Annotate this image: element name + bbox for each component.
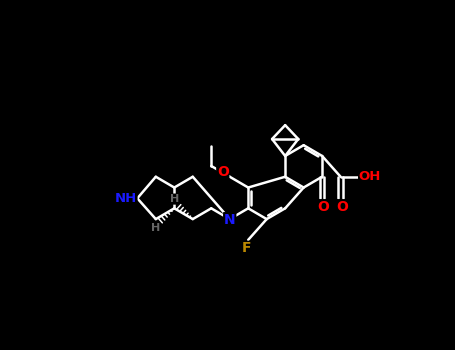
Text: N: N	[224, 213, 236, 227]
Text: H: H	[151, 223, 161, 233]
Text: O: O	[318, 200, 329, 214]
Text: O: O	[217, 165, 229, 179]
Text: OH: OH	[359, 170, 381, 183]
Text: N: N	[224, 213, 236, 227]
Text: F: F	[242, 241, 252, 255]
Text: O: O	[336, 200, 348, 214]
Text: H: H	[170, 194, 179, 204]
Text: NH: NH	[115, 192, 137, 205]
